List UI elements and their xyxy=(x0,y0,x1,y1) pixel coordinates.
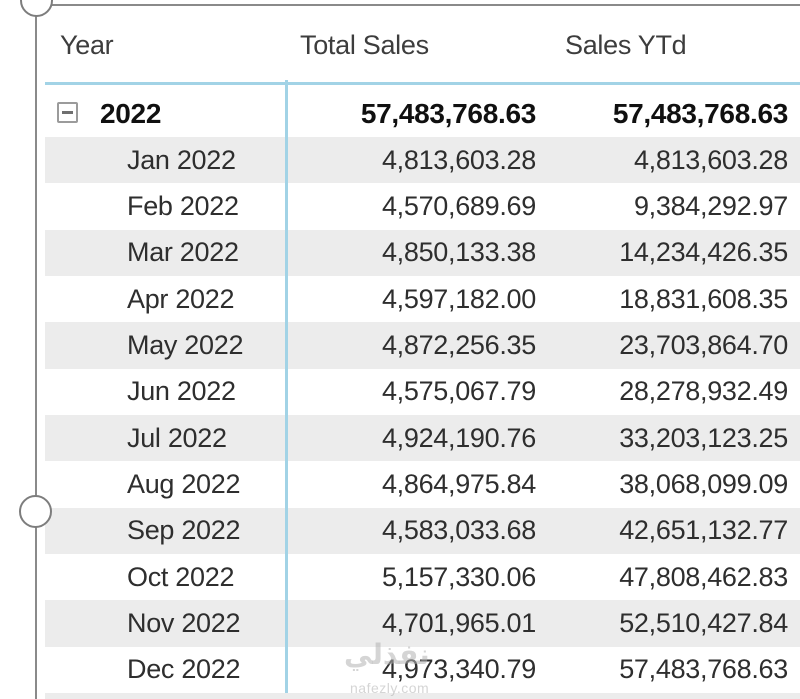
header-underline xyxy=(45,82,800,85)
year-cell: Mar 2022 xyxy=(45,230,286,276)
row-label: Jan 2022 xyxy=(127,144,236,175)
year-cell: 2022 xyxy=(45,90,286,137)
row-label: Feb 2022 xyxy=(127,190,239,221)
column-header-sales-ytd[interactable]: Sales YTd xyxy=(565,30,687,60)
sales-ytd-cell: 57,483,768.63 xyxy=(612,97,788,129)
row-label: Aug 2022 xyxy=(127,468,241,499)
sales-ytd-cell: 4,813,603.28 xyxy=(633,144,788,175)
table-row[interactable]: Sep 2022 4,583,033.68 42,651,132.77 xyxy=(45,507,800,554)
total-sales-cell: 57,483,768.63 xyxy=(360,97,536,129)
year-cell: Jan 2022 xyxy=(45,137,286,183)
year-cell: Jul 2022 xyxy=(45,415,286,461)
table-row[interactable]: Oct 2022 5,157,330.06 47,808,462.83 xyxy=(45,553,800,601)
sales-ytd-cell: 42,651,132.77 xyxy=(619,515,788,546)
total-sales-cell: 4,597,182.00 xyxy=(381,283,536,314)
table-row[interactable]: May 2022 4,872,256.35 23,703,864.70 xyxy=(45,322,800,369)
table-row[interactable]: Jan 2022 4,813,603.28 4,813,603.28 xyxy=(45,137,800,184)
table-row[interactable]: Aug 2022 4,864,975.84 38,068,099.09 xyxy=(45,461,800,508)
total-sales-cell: 4,924,190.76 xyxy=(381,422,536,453)
table-row[interactable]: Jun 2022 4,575,067.79 28,278,932.49 xyxy=(45,368,800,415)
year-cell: Sep 2022 xyxy=(45,508,286,554)
table-row[interactable]: Mar 2022 4,850,133.38 14,234,426.35 xyxy=(45,229,800,276)
row-label: 2022 xyxy=(100,97,162,129)
year-cell: Oct 2022 xyxy=(45,554,286,600)
sales-ytd-cell: 14,234,426.35 xyxy=(619,237,788,268)
column-divider xyxy=(285,80,288,693)
total-sales-cell: 4,583,033.68 xyxy=(381,515,536,546)
table-row[interactable]: Dec 2022 4,973,340.79 57,483,768.63 xyxy=(45,646,800,693)
visual-selection-border-left xyxy=(35,0,37,699)
table-body: 2022 57,483,768.63 57,483,768.63 Jan 2022 4,… xyxy=(45,90,800,693)
year-cell: Feb 2022 xyxy=(45,183,286,229)
row-label: Mar 2022 xyxy=(127,237,239,268)
column-header-year[interactable]: Year xyxy=(60,30,114,60)
total-sales-cell: 4,701,965.01 xyxy=(381,607,536,638)
total-sales-cell: 4,570,689.69 xyxy=(381,190,536,221)
collapse-minus-icon[interactable] xyxy=(57,102,78,123)
row-label: Sep 2022 xyxy=(127,515,241,546)
year-cell: Jun 2022 xyxy=(45,369,286,415)
row-label: May 2022 xyxy=(127,329,244,360)
sales-ytd-cell: 57,483,768.63 xyxy=(619,654,788,685)
sales-ytd-cell: 33,203,123.25 xyxy=(619,422,788,453)
row-label: Apr 2022 xyxy=(127,283,235,314)
table-row[interactable]: 2022 57,483,768.63 57,483,768.63 xyxy=(45,90,800,137)
total-sales-cell: 4,973,340.79 xyxy=(381,654,536,685)
year-cell: Dec 2022 xyxy=(45,647,286,693)
row-label: Jun 2022 xyxy=(127,376,236,407)
sales-ytd-cell: 18,831,608.35 xyxy=(619,283,788,314)
resize-handle-left-middle[interactable] xyxy=(19,495,52,528)
table-row[interactable]: Nov 2022 4,701,965.01 52,510,427.84 xyxy=(45,600,800,647)
column-header-total-sales[interactable]: Total Sales xyxy=(300,30,429,60)
minus-glyph xyxy=(62,111,73,114)
total-sales-cell: 5,157,330.06 xyxy=(381,561,536,592)
year-cell: Aug 2022 xyxy=(45,461,286,507)
row-label: Dec 2022 xyxy=(127,654,241,685)
matrix-visual: Year Total Sales Sales YTd 2022 57,483,76… xyxy=(45,0,800,699)
table-row[interactable]: Apr 2022 4,597,182.00 18,831,608.35 xyxy=(45,275,800,323)
total-sales-cell: 4,864,975.84 xyxy=(381,468,536,499)
table-row[interactable]: Feb 2022 4,570,689.69 9,384,292.97 xyxy=(45,183,800,230)
total-sales-cell: 4,813,603.28 xyxy=(381,144,536,175)
visual-selection-border-top xyxy=(36,4,800,6)
sales-ytd-cell: 47,808,462.83 xyxy=(619,561,788,592)
sales-ytd-cell: 9,384,292.97 xyxy=(633,190,788,221)
year-cell: Nov 2022 xyxy=(45,600,286,646)
sales-ytd-cell: 23,703,864.70 xyxy=(619,329,788,360)
year-cell: May 2022 xyxy=(45,322,286,368)
year-cell: Apr 2022 xyxy=(45,276,286,322)
row-label: Nov 2022 xyxy=(127,607,241,638)
row-label: Jul 2022 xyxy=(127,422,227,453)
total-sales-cell: 4,850,133.38 xyxy=(381,237,536,268)
table-row-partial xyxy=(45,693,800,699)
sales-ytd-cell: 38,068,099.09 xyxy=(619,468,788,499)
row-label: Oct 2022 xyxy=(127,561,235,592)
table-row[interactable]: Jul 2022 4,924,190.76 33,203,123.25 xyxy=(45,414,800,462)
total-sales-cell: 4,575,067.79 xyxy=(381,376,536,407)
total-sales-cell: 4,872,256.35 xyxy=(381,329,536,360)
sales-ytd-cell: 52,510,427.84 xyxy=(619,607,788,638)
sales-ytd-cell: 28,278,932.49 xyxy=(619,376,788,407)
